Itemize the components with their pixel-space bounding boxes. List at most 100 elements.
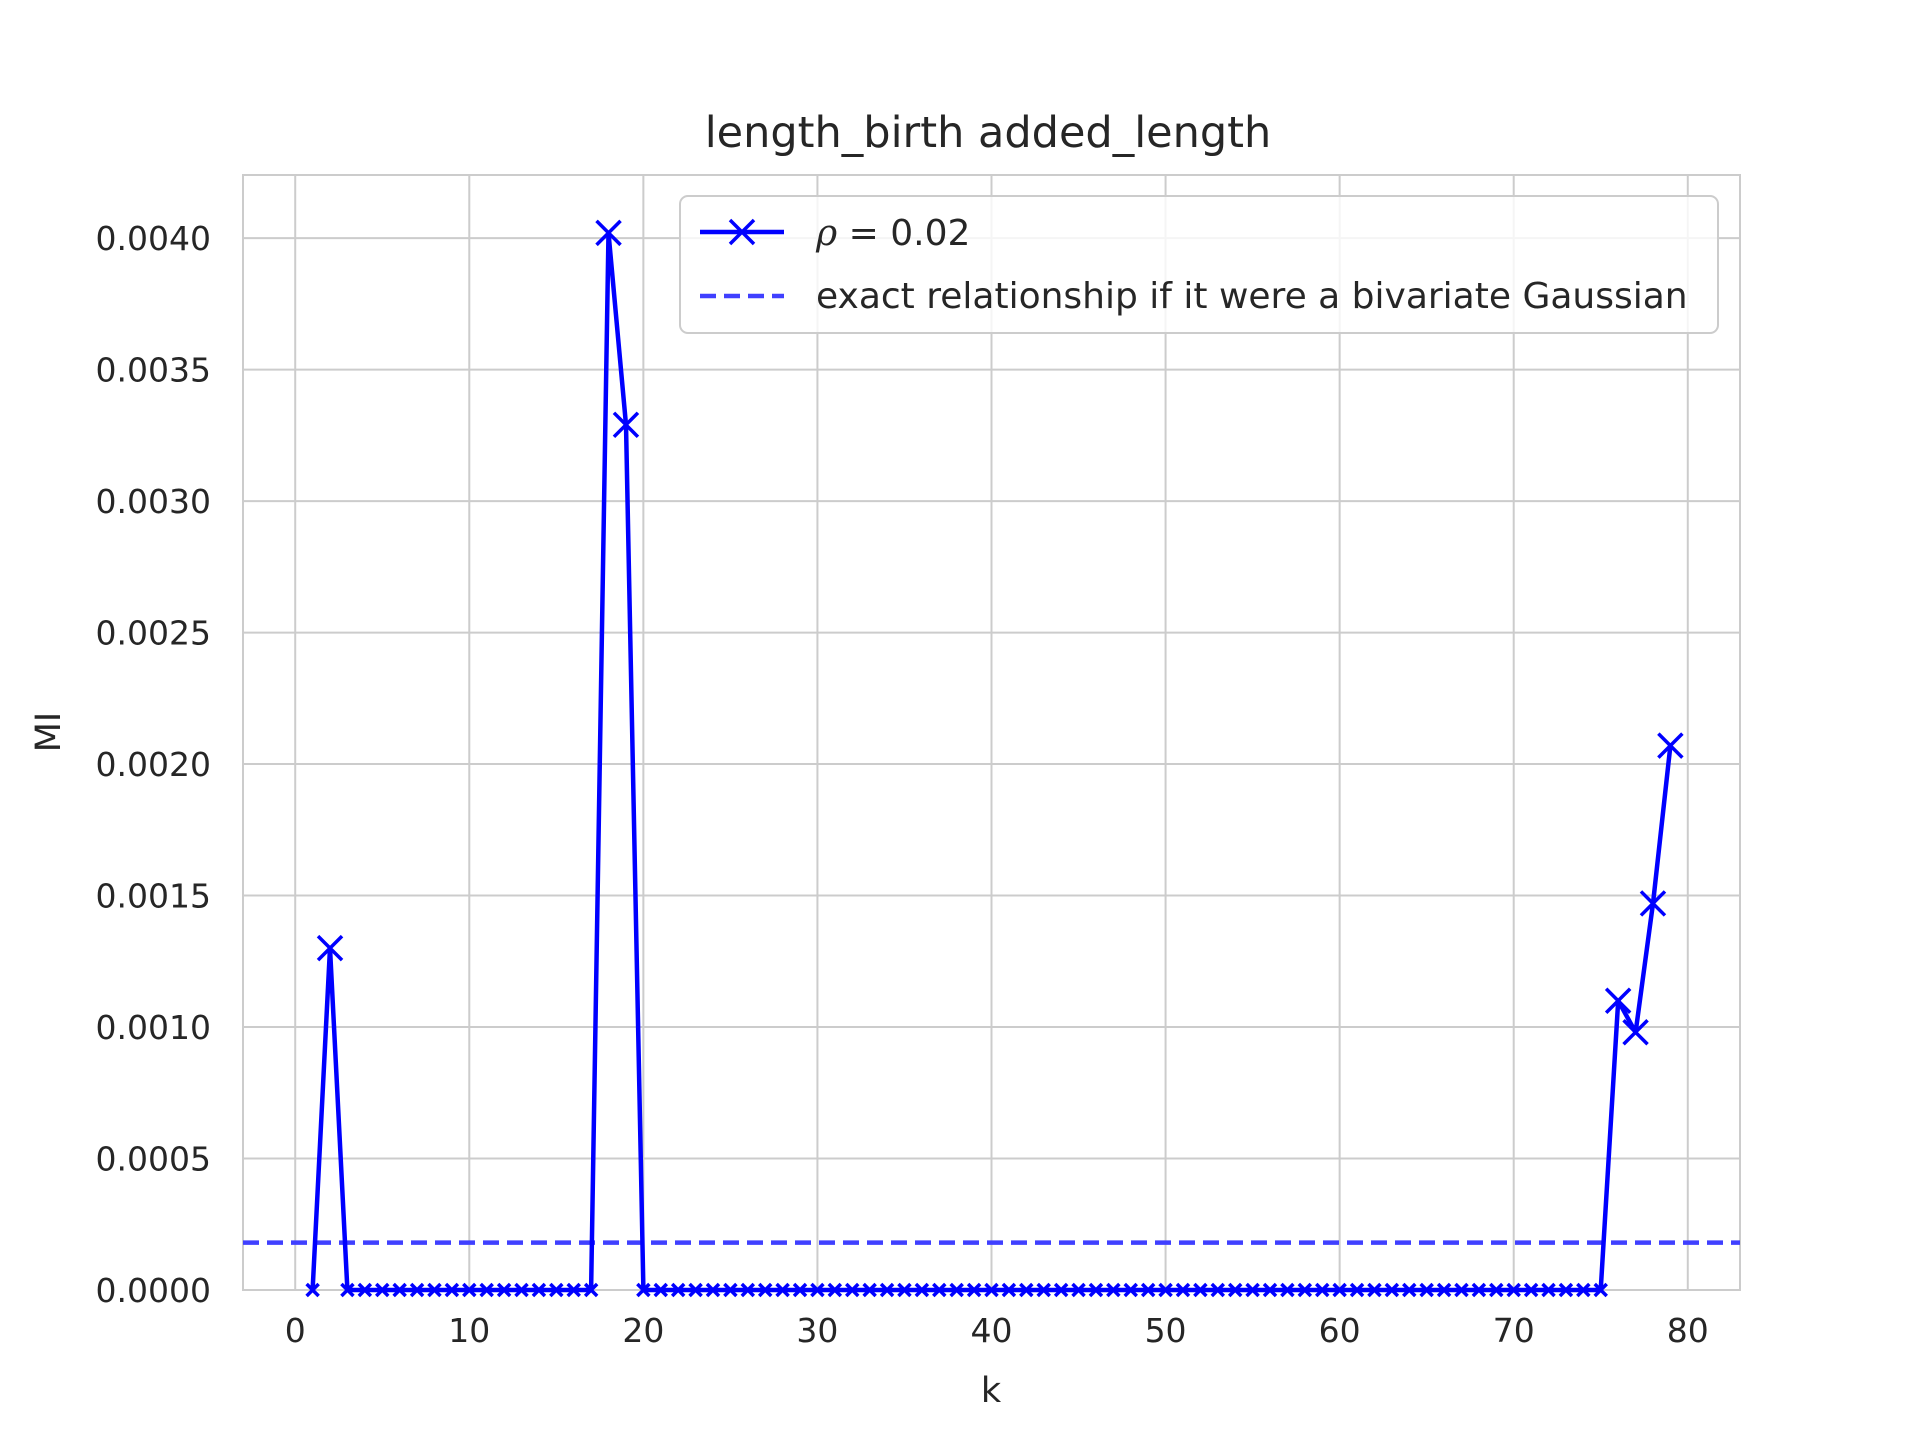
data-point-x-marker [1019, 1282, 1034, 1298]
data-point-x-marker [375, 1282, 390, 1298]
data-point-x-marker [1349, 1282, 1365, 1298]
legend-rho-symbol: ρ [815, 213, 837, 254]
data-point-x-marker [792, 1282, 808, 1298]
data-point-x-marker [1071, 1282, 1086, 1298]
y-tick-label: 0.0040 [96, 219, 211, 258]
data-point-x-marker [1245, 1282, 1260, 1298]
y-tick-label: 0.0005 [96, 1140, 211, 1179]
data-point-x-marker [1262, 1282, 1278, 1298]
data-point-x-marker [1088, 1282, 1104, 1298]
data-point-x-marker [757, 1282, 773, 1298]
data-point-x-marker [1314, 1282, 1330, 1298]
series-layer [243, 219, 1740, 1298]
data-point-x-marker [612, 411, 640, 439]
data-point-x-marker [1332, 1282, 1347, 1298]
data-point-x-marker [1639, 890, 1667, 917]
y-tick-label: 0.0000 [96, 1271, 211, 1310]
data-point-x-marker [1622, 1019, 1649, 1046]
data-point-x-marker [932, 1282, 947, 1298]
chart-title: length_birth added_length [705, 108, 1272, 158]
y-tick-label: 0.0010 [96, 1008, 211, 1047]
data-point-x-marker [1419, 1282, 1434, 1298]
data-point-x-marker [879, 1282, 895, 1298]
data-point-x-marker [496, 1282, 512, 1298]
x-tick-label: 40 [971, 1311, 1013, 1350]
data-point-x-marker [688, 1282, 703, 1298]
data-point-x-marker [549, 1282, 564, 1298]
data-point-x-marker [1210, 1282, 1226, 1298]
data-point-x-marker [1175, 1282, 1191, 1298]
data-point-x-marker [1489, 1282, 1504, 1298]
data-point-x-marker [1140, 1282, 1156, 1298]
data-point-x-marker [949, 1282, 964, 1298]
data-point-x-marker [1593, 1282, 1608, 1298]
data-point-x-marker [1576, 1282, 1591, 1298]
data-point-x-marker [1367, 1282, 1382, 1298]
data-point-x-marker [862, 1282, 877, 1298]
data-point-x-marker [705, 1282, 721, 1298]
data-point-x-marker [984, 1282, 999, 1298]
data-point-x-marker [1454, 1282, 1469, 1298]
data-point-x-marker [566, 1282, 581, 1298]
data-point-x-marker [1227, 1282, 1243, 1298]
data-point-x-marker [914, 1282, 930, 1298]
x-tick-label: 30 [796, 1311, 838, 1350]
data-point-x-marker [514, 1282, 529, 1298]
data-point-x-marker [392, 1282, 407, 1298]
data-point-x-marker [1053, 1282, 1069, 1298]
data-point-x-marker [1506, 1282, 1521, 1298]
data-point-x-marker [740, 1282, 756, 1298]
data-point-x-marker [531, 1282, 547, 1298]
x-tick-label: 0 [285, 1311, 306, 1350]
data-point-x-marker [1541, 1282, 1556, 1298]
data-point-x-marker [1193, 1282, 1208, 1298]
data-point-x-marker [1106, 1282, 1121, 1298]
data-point-x-marker [1471, 1282, 1487, 1298]
legend-marker-x-icon [728, 218, 756, 246]
data-point-x-marker [479, 1282, 494, 1298]
data-point-x-marker [1604, 987, 1632, 1014]
data-point-x-marker [810, 1282, 825, 1298]
data-point-x-marker [427, 1282, 442, 1298]
data-point-x-marker [845, 1282, 860, 1298]
x-tick-label: 20 [622, 1311, 664, 1350]
legend-label-rho: ρ = 0.02 [815, 213, 970, 254]
legend-box [679, 195, 1719, 334]
data-point-x-marker [316, 934, 344, 962]
data-point-x-marker [595, 219, 622, 247]
data-point-x-marker [723, 1282, 738, 1298]
y-tick-label: 0.0035 [96, 351, 211, 390]
data-point-x-marker [340, 1282, 355, 1298]
data-point-x-marker [1036, 1282, 1051, 1298]
y-tick-label: 0.0015 [96, 877, 211, 916]
data-point-x-marker [1657, 732, 1684, 759]
data-point-x-marker [1280, 1282, 1295, 1298]
x-tick-label: 10 [448, 1311, 490, 1350]
data-point-x-marker [305, 1282, 320, 1298]
x-tick-label: 70 [1493, 1311, 1535, 1350]
legend-rho-value: = 0.02 [837, 213, 970, 254]
data-point-x-marker [653, 1282, 669, 1298]
data-point-x-marker [1402, 1282, 1417, 1298]
data-point-x-marker [1436, 1282, 1452, 1298]
data-point-x-marker [897, 1282, 912, 1298]
data-point-x-marker [827, 1282, 843, 1298]
data-point-x-marker [409, 1282, 425, 1298]
data-point-x-marker [444, 1282, 460, 1298]
legend-label-gaussian: exact relationship if it were a bivariat… [816, 276, 1688, 317]
data-point-x-marker [462, 1282, 477, 1298]
x-tick-label: 50 [1145, 1311, 1187, 1350]
y-tick-label: 0.0020 [96, 745, 211, 784]
y-tick-label: 0.0025 [96, 614, 211, 653]
data-point-x-marker [670, 1282, 686, 1298]
data-point-x-marker [357, 1282, 373, 1298]
y-tick-label: 0.0030 [96, 482, 211, 521]
data-point-x-marker [1123, 1282, 1138, 1298]
data-point-x-marker [1384, 1282, 1400, 1298]
data-point-x-marker [1158, 1282, 1173, 1298]
data-point-x-marker [1558, 1282, 1574, 1298]
data-point-x-marker [775, 1282, 790, 1298]
data-point-x-marker [1001, 1282, 1017, 1298]
x-axis-label: k [981, 1371, 1002, 1411]
